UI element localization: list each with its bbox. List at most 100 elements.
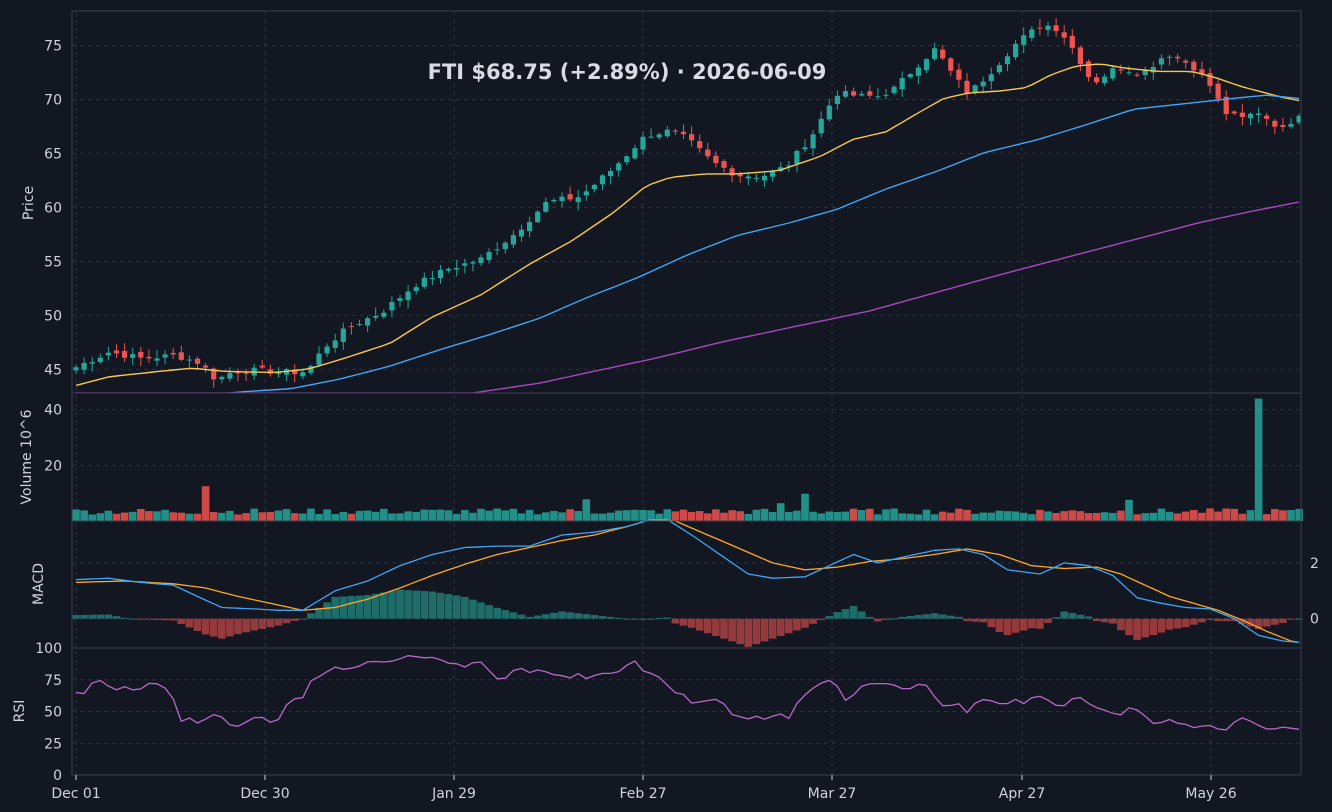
candle-body (81, 363, 87, 370)
macd-histogram-bar (728, 618, 736, 642)
macd-histogram-bar (112, 616, 121, 619)
volume-bar (436, 509, 445, 521)
candle-body (105, 352, 111, 356)
volume-bar (1165, 511, 1174, 521)
volume-bar (258, 512, 267, 521)
macd-histogram-bar (1262, 618, 1271, 627)
candle-body (1158, 58, 1164, 65)
candle-body (778, 167, 784, 172)
volume-bar (1271, 509, 1279, 521)
macd-histogram-bar (550, 612, 558, 619)
candle-body (146, 356, 152, 359)
candle-body (365, 318, 371, 326)
macd-tick-labels: 02 (1310, 556, 1319, 628)
volume-bar (1052, 513, 1060, 521)
candle-body (1175, 56, 1181, 59)
macd-histogram-bar (282, 618, 291, 624)
macd-histogram-bar (347, 596, 356, 619)
candle-body (405, 291, 411, 301)
volume-bar (614, 510, 623, 521)
candle-body (851, 91, 857, 96)
macd-histogram-bar (1295, 618, 1303, 620)
candle-body (551, 199, 557, 202)
macd-histogram-bar (1214, 618, 1222, 622)
candle-body (502, 242, 508, 250)
volume-bar (339, 511, 348, 521)
volume-bar (1028, 514, 1036, 521)
macd-histogram-bar (177, 618, 186, 624)
volume-bar (906, 513, 915, 521)
candle-body (859, 93, 865, 96)
candle-body (761, 175, 768, 181)
candle-body (421, 277, 427, 287)
macd-histogram-bar (1271, 618, 1279, 625)
volume-bar (631, 509, 639, 521)
volume-bar (1084, 513, 1093, 521)
macd-histogram-bar (1287, 618, 1295, 620)
macd-histogram-bar (436, 592, 445, 619)
macd-histogram-bar (396, 589, 404, 619)
candle-body (462, 263, 468, 266)
volume-bar (1060, 511, 1068, 521)
volume-bar (517, 513, 526, 521)
candle-body (786, 165, 792, 167)
macd-histogram-bar (833, 612, 842, 619)
candle-body (1126, 72, 1132, 74)
volume-bar (347, 513, 356, 521)
y-tick-label: 70 (44, 92, 62, 108)
volume-bar (1076, 511, 1085, 521)
macd-histogram-bar (930, 613, 939, 619)
macd-histogram-bar (234, 618, 242, 635)
macd-histogram-bar (1222, 618, 1230, 622)
macd-histogram-bar (801, 618, 809, 628)
volume-bar (209, 512, 218, 521)
volume-bar (234, 514, 242, 521)
macd-histogram-bar (914, 615, 923, 619)
candle-body (543, 202, 549, 212)
volume-bar (671, 511, 680, 521)
macd-line (75, 518, 1300, 644)
macd-histogram-bar (1100, 618, 1109, 623)
candle-body (1013, 43, 1019, 58)
macd-histogram-bar (809, 618, 817, 624)
volume-bar (404, 511, 412, 521)
volume-bar (1246, 510, 1255, 521)
volume-bar (971, 513, 979, 521)
y-tick-label: 0 (1310, 612, 1319, 628)
macd-histogram-bar (582, 614, 591, 619)
macd-histogram-bar (793, 618, 801, 631)
macd-histogram-bar (412, 590, 420, 619)
candle-body (1045, 25, 1051, 30)
candle-body (972, 85, 978, 93)
volume-bar (1254, 398, 1263, 521)
candle-body (122, 350, 128, 358)
candle-body (672, 130, 678, 132)
candle-body (1166, 56, 1173, 58)
macd-histogram-bar (428, 591, 437, 619)
macd-histogram-bar (704, 618, 712, 634)
volume-bar (647, 510, 655, 521)
volume-bar (558, 512, 566, 521)
volume-bar (1262, 514, 1271, 521)
volume-bar (307, 508, 315, 521)
candle-body (1085, 61, 1092, 77)
volume-bar (866, 508, 874, 521)
candle-body (454, 268, 460, 270)
volume-bar (825, 511, 834, 521)
candle-body (964, 80, 970, 94)
volume-bar (299, 513, 307, 521)
price-panel: FTI $68.75 (+2.89%) · 2026-06-09 Price 4… (21, 10, 1302, 394)
macd-histogram-bar (72, 615, 80, 619)
candle-body (267, 369, 273, 374)
candle-body (1069, 35, 1075, 48)
candle-body (842, 91, 849, 97)
candle-body (332, 340, 338, 348)
volume-bar (493, 508, 501, 521)
candle-body (932, 48, 938, 59)
volume-bar (1190, 510, 1198, 521)
macd-histogram-bar (566, 612, 574, 619)
macd-histogram-bar (363, 595, 372, 619)
macd-histogram-bar (979, 618, 987, 623)
volume-bar (1044, 511, 1052, 521)
macd-histogram-bar (947, 615, 955, 619)
